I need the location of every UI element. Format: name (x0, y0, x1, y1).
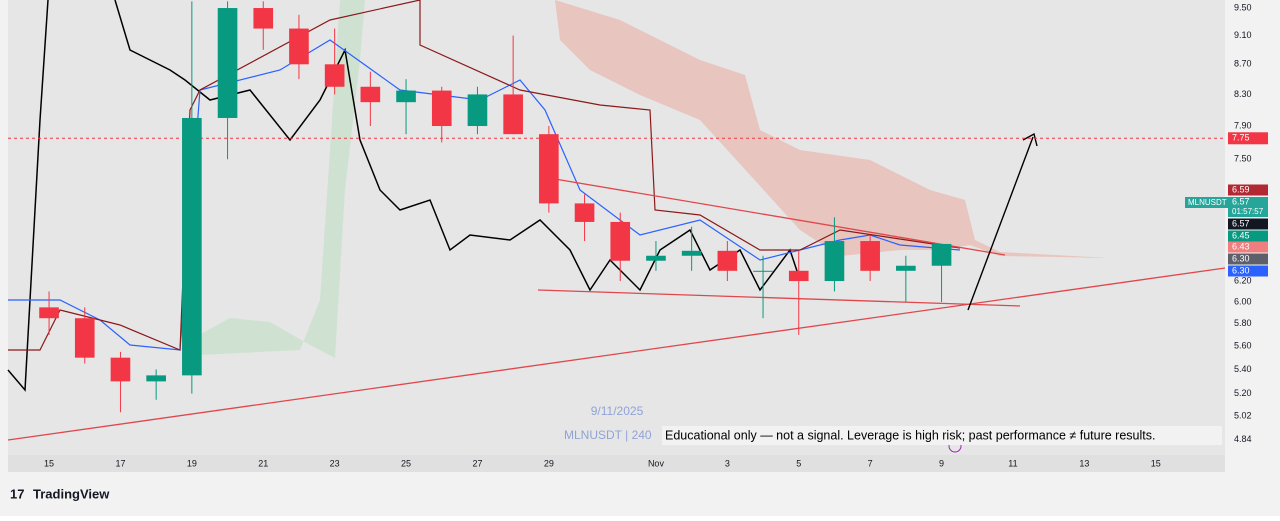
candle-body (646, 255, 666, 261)
candle-body (610, 221, 631, 261)
x-tick-label: 9 (939, 458, 944, 468)
y-tick-label: 5.80 (1234, 318, 1252, 328)
x-tick-label: 29 (544, 458, 554, 468)
countdown: 01:57:57 (1232, 207, 1264, 216)
x-tick-label: 11 (1008, 458, 1017, 468)
arrow (967, 136, 1034, 311)
last-price: 6.57 (1232, 196, 1250, 206)
candle-body (896, 265, 916, 271)
candle-body (217, 8, 238, 118)
candle-body (289, 28, 309, 65)
candle-body (574, 203, 595, 222)
candle-body (324, 64, 345, 87)
price-label: 6.30 (1232, 265, 1250, 275)
x-tick-label: 5 (796, 458, 801, 468)
y-tick-label: 4.84 (1234, 434, 1252, 444)
x-tick-label: 15 (44, 458, 54, 468)
candle-body (539, 134, 559, 204)
candle-body (824, 241, 845, 282)
candle-body (182, 117, 202, 376)
candle-body (110, 357, 131, 382)
candle-body (74, 318, 95, 358)
level-label: 7.75 (1232, 133, 1250, 143)
x-tick-label: Nov (648, 458, 665, 468)
x-tick-label: 21 (258, 458, 268, 468)
cloud-bull (190, 0, 365, 358)
y-tick-label: 7.50 (1234, 154, 1252, 164)
x-tick-label: 7 (868, 458, 873, 468)
y-tick-label: 5.40 (1234, 364, 1252, 374)
base-line (8, 0, 961, 351)
y-tick-label: 8.70 (1234, 59, 1252, 69)
x-tick-label: 25 (401, 458, 411, 468)
price-label: 6.30 (1232, 253, 1250, 263)
cloud-bear (555, 0, 1110, 258)
level-tag (1228, 132, 1268, 145)
price-label: 6.45 (1232, 230, 1250, 240)
x-tick-label: 23 (330, 458, 340, 468)
price-label: 6.43 (1232, 241, 1250, 251)
y-tick-label: 6.00 (1234, 296, 1252, 306)
y-tick-label: 5.20 (1234, 388, 1252, 398)
disclaimer: Educational only — not a signal. Leverag… (665, 428, 1155, 442)
last-price-tag (1228, 197, 1268, 217)
x-tick-label: 27 (472, 458, 482, 468)
x-tick-label: 13 (1079, 458, 1089, 468)
price-label: 6.59 (1232, 184, 1250, 194)
y-tick-label: 5.02 (1234, 410, 1252, 420)
trendline (548, 177, 1006, 256)
watermark-date: 9/11/2025 (591, 404, 644, 418)
y-tick-label: 7.90 (1234, 120, 1252, 130)
brand: TradingView (33, 486, 110, 501)
candle-body (931, 243, 952, 266)
x-tick-label: 3 (725, 458, 730, 468)
trendline (7, 267, 1226, 441)
candle-body (788, 270, 809, 282)
candle-body (681, 250, 702, 256)
disclaimer-box (662, 426, 1222, 445)
lagging-line (114, 0, 801, 292)
x-tick-label: 19 (187, 458, 197, 468)
candle-body (860, 241, 880, 271)
trendline (537, 289, 1021, 307)
price-tag (1228, 230, 1268, 242)
price-tag (1228, 241, 1268, 253)
symbol-label: MLNUSDT (1188, 198, 1227, 207)
time-axis (8, 455, 1225, 472)
candle-body (431, 90, 452, 127)
price-tag (1228, 253, 1268, 265)
symbol-tag (1185, 197, 1228, 208)
watermark-symbol: MLNUSDT | 240 (564, 428, 652, 442)
candle-body (253, 8, 274, 29)
price-tag (1228, 265, 1268, 277)
candle-body (717, 250, 738, 271)
y-tick-label: 8.30 (1234, 89, 1252, 99)
candle-body (146, 375, 166, 382)
candle-body (39, 307, 59, 319)
price-tag (1228, 184, 1268, 196)
candle-body (753, 270, 773, 272)
candle-body (396, 90, 416, 103)
x-tick-label: 17 (115, 458, 125, 468)
y-tick-label: 9.10 (1234, 30, 1252, 40)
price-label: 6.57 (1232, 218, 1250, 228)
lagging-line (7, 0, 49, 392)
candle-body (503, 94, 523, 135)
x-tick-label: 15 (1151, 458, 1161, 468)
logo-mark: 17 (10, 486, 24, 501)
arrow-head (1022, 132, 1038, 147)
price-tag (1228, 218, 1268, 230)
candle-body (467, 94, 488, 127)
y-tick-label: 6.20 (1234, 275, 1252, 285)
y-tick-label: 5.60 (1234, 341, 1252, 351)
y-tick-label: 9.50 (1234, 2, 1252, 12)
candle-body (360, 86, 381, 103)
